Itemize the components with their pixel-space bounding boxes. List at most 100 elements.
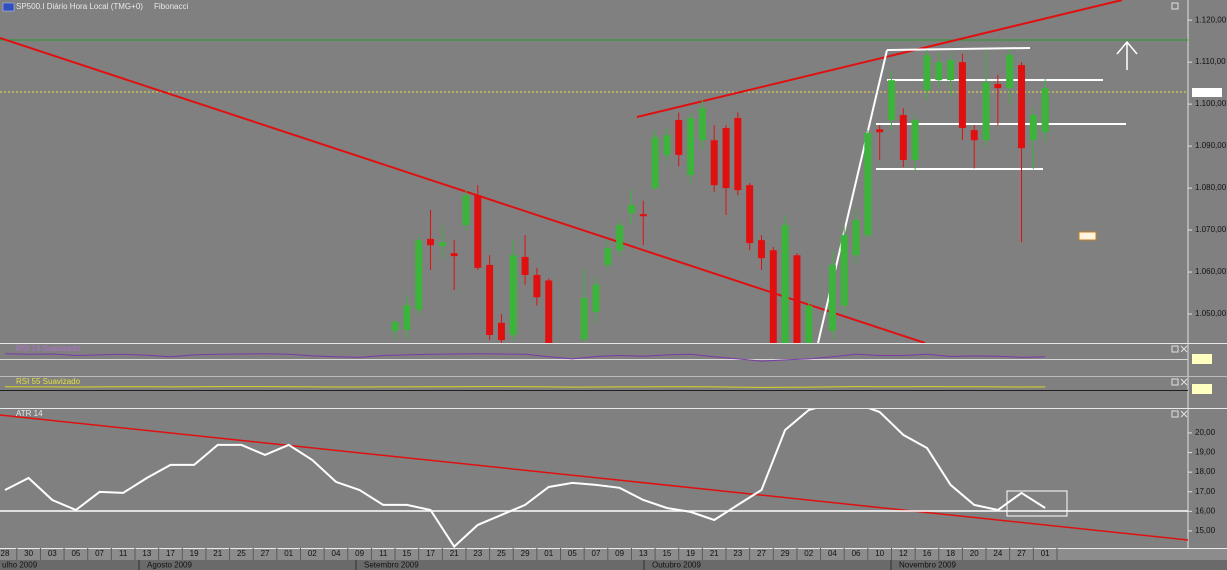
candle-body	[438, 242, 446, 247]
maximize-button[interactable]	[1171, 378, 1179, 386]
panel-icons	[1171, 2, 1188, 418]
candle-body	[911, 120, 919, 160]
maximize-button[interactable]	[1171, 410, 1179, 418]
x-tick-label: 15	[402, 549, 411, 558]
y-tick-label: 1.100,00	[1195, 99, 1227, 108]
candle-body	[474, 195, 482, 268]
x-tick-label: 17	[166, 549, 175, 558]
candle-body	[545, 280, 553, 343]
x-tick-label: 29	[521, 549, 530, 558]
candle-body	[947, 60, 955, 81]
x-tick-label: 24	[993, 549, 1002, 558]
fib-line	[886, 47, 1031, 51]
x-tick-label: 20	[970, 549, 979, 558]
line-series	[4, 353, 1046, 362]
symbol-icon[interactable]	[2, 2, 15, 12]
month-label: Outubro 2009	[652, 561, 701, 570]
x-tick-label: 12	[899, 549, 908, 558]
panel-title[interactable]: RSI 14 Suavizado	[16, 344, 81, 353]
candle-body	[687, 117, 695, 176]
candle-body	[1006, 54, 1014, 89]
y-tick-label: 20,00	[1195, 428, 1216, 437]
candle-body	[509, 255, 517, 336]
x-tick-label: 25	[237, 549, 246, 558]
x-tick-label: 10	[875, 549, 884, 558]
candle-body	[982, 82, 990, 141]
candle-body	[994, 83, 1002, 89]
y-tick-label: 16,00	[1195, 506, 1216, 515]
candle-body	[1041, 88, 1049, 133]
maximize-button[interactable]	[1171, 345, 1179, 353]
candle-body	[663, 135, 671, 155]
y-tick-label: 1.070,00	[1195, 225, 1227, 234]
x-tick-label: 21	[450, 549, 459, 558]
marks: 1.120,00 1.110,00 1.100,00 1.090,00 1.080,00…	[1, 15, 1227, 570]
candle-body	[450, 253, 458, 257]
x-tick-label: 27	[1017, 549, 1026, 558]
series-group	[4, 409, 1046, 548]
y-tick-label: 1.050,00	[1195, 309, 1227, 318]
x-tick-label: 29	[781, 549, 790, 558]
panel-title[interactable]: ATR 14	[16, 409, 43, 418]
maximize-button[interactable]	[1171, 2, 1179, 10]
x-tick-label: 09	[615, 549, 624, 558]
value-marker	[1192, 354, 1212, 364]
price-marker	[1192, 88, 1222, 97]
x-tick-label: 11	[379, 549, 388, 558]
series-group	[4, 353, 1046, 362]
date-row	[0, 548, 1227, 560]
x-tick-label: 27	[261, 549, 270, 558]
candle-body	[864, 133, 872, 236]
candle-body	[391, 322, 399, 331]
candle-body	[935, 62, 943, 81]
y-tick-label: 1.110,00	[1195, 57, 1226, 66]
chart-title[interactable]: SP500.I Diário Hora Local (TMG+0)	[16, 2, 143, 11]
candle-body	[828, 264, 836, 331]
x-tick-label: 21	[213, 549, 222, 558]
close-button[interactable]	[1180, 410, 1188, 418]
candle-body	[970, 130, 978, 141]
candle-body	[710, 140, 718, 186]
panel-title[interactable]: RSI 55 Suavizado	[16, 377, 81, 386]
candle-body	[639, 214, 647, 217]
candle-body	[899, 115, 907, 160]
x-tick-label: 19	[686, 549, 695, 558]
y-tick-label: 1.090,00	[1195, 141, 1227, 150]
candle-body	[805, 305, 813, 343]
series-group	[4, 386, 1046, 388]
x-tick-label: 19	[190, 549, 199, 558]
close-button[interactable]	[1180, 378, 1188, 386]
candle-body	[592, 284, 600, 312]
candle-body	[888, 80, 895, 121]
candle-body	[746, 185, 754, 244]
candle-body	[415, 240, 423, 310]
candle-body	[698, 108, 706, 141]
x-tick-label: 16	[923, 549, 932, 558]
x-tick-label: 07	[592, 549, 601, 558]
y-tick-label: 15,00	[1195, 526, 1216, 535]
candle-body	[840, 235, 848, 306]
x-tick-label: 13	[639, 549, 648, 558]
y-tick-label: 19,00	[1195, 448, 1216, 457]
candle-body	[604, 248, 612, 265]
x-tick-label: 25	[497, 549, 506, 558]
x-tick-label: 23	[733, 549, 742, 558]
candle-body	[793, 255, 801, 343]
x-tick-label: 28	[1, 549, 10, 558]
candle-body	[958, 62, 966, 129]
month-label: Novembro 2009	[899, 561, 956, 570]
menu-label[interactable]: Fibonacci	[154, 2, 188, 11]
month-label: Agosto 2009	[147, 561, 192, 570]
candle-body	[497, 322, 505, 341]
candle-body	[757, 240, 765, 259]
label-box	[1078, 231, 1097, 241]
close-button[interactable]	[1180, 345, 1188, 353]
candle-body	[769, 250, 777, 343]
x-tick-label: 15	[662, 549, 671, 558]
candle-body	[486, 264, 494, 336]
trend-line	[0, 414, 1188, 541]
